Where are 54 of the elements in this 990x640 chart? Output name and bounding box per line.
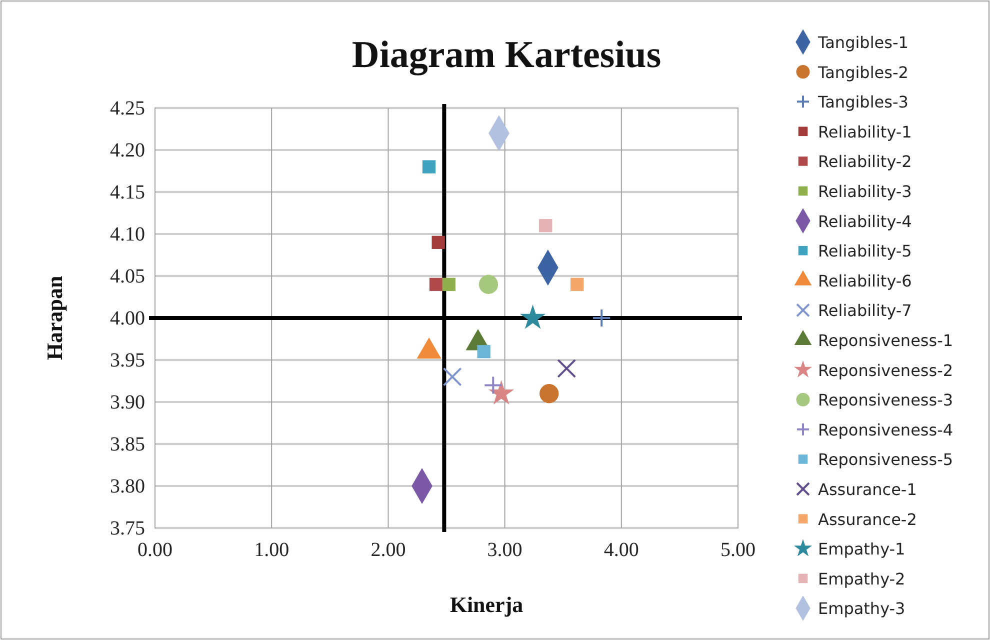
point xyxy=(540,384,559,404)
legend-label: Reliability-1 xyxy=(818,122,912,142)
legend-label: Tangibles-3 xyxy=(817,92,908,112)
x-tick-label: 0.00 xyxy=(138,539,172,562)
point xyxy=(422,160,436,174)
y-tick-label: 3.90 xyxy=(110,391,145,414)
y-tick-label: 4.05 xyxy=(110,265,145,288)
legend-label: Reliability-3 xyxy=(818,182,912,201)
y-tick-label: 4.25 xyxy=(110,97,145,120)
x-tick-label: 5.00 xyxy=(720,539,756,562)
legend-label: Reliability-6 xyxy=(818,271,912,290)
y-tick-label: 3.80 xyxy=(110,475,145,498)
point xyxy=(432,236,445,249)
legend-label: Tangibles-1 xyxy=(817,33,908,52)
point xyxy=(592,308,612,328)
y-tick-label: 3.85 xyxy=(110,433,145,456)
y-tick-label: 4.20 xyxy=(110,139,145,162)
point xyxy=(442,278,456,291)
legend-label: Reponsiveness-3 xyxy=(818,390,954,410)
point xyxy=(478,274,498,294)
point xyxy=(429,278,443,291)
x-tick-label: 1.00 xyxy=(254,539,290,562)
point xyxy=(557,358,576,378)
legend-label: Empathy-3 xyxy=(818,599,906,618)
point xyxy=(520,304,546,329)
legend-label: Assurance-1 xyxy=(818,480,917,499)
x-tick-label: 3.00 xyxy=(487,539,522,562)
y-axis-title: Harapan xyxy=(42,276,67,360)
x-tick-label: 2.00 xyxy=(370,539,406,562)
x-tick-label: 4.00 xyxy=(604,539,639,562)
y-tick-label: 4.10 xyxy=(110,223,145,246)
legend-label: Reliability-4 xyxy=(818,212,912,231)
legend-label: Empathy-1 xyxy=(818,540,906,559)
point xyxy=(442,367,462,386)
point xyxy=(488,380,514,404)
legend-label: Reliability-5 xyxy=(818,242,912,261)
x-axis-title: Kinerja xyxy=(450,592,524,617)
y-tick-label: 3.75 xyxy=(110,517,145,540)
legend-label: Reliability-7 xyxy=(818,301,912,320)
legend-label: Reliability-2 xyxy=(818,152,912,172)
chart-title: Diagram Kartesius xyxy=(352,34,662,76)
point xyxy=(570,278,584,291)
legend-label: Empathy-2 xyxy=(818,569,906,588)
legend-label: Reponsiveness-2 xyxy=(818,360,954,380)
y-tick-label: 4.00 xyxy=(110,307,145,330)
legend-label: Reponsiveness-5 xyxy=(818,450,954,470)
y-tick-label: 4.15 xyxy=(110,181,145,204)
legend-label: Reponsiveness-1 xyxy=(818,331,954,350)
y-tick-label: 3.95 xyxy=(110,349,145,372)
legend-label: Tangibles-2 xyxy=(817,62,908,82)
legend-label: Reponsiveness-4 xyxy=(818,420,954,440)
legend-label: Assurance-2 xyxy=(818,510,917,529)
point xyxy=(539,219,552,232)
point xyxy=(477,345,490,358)
